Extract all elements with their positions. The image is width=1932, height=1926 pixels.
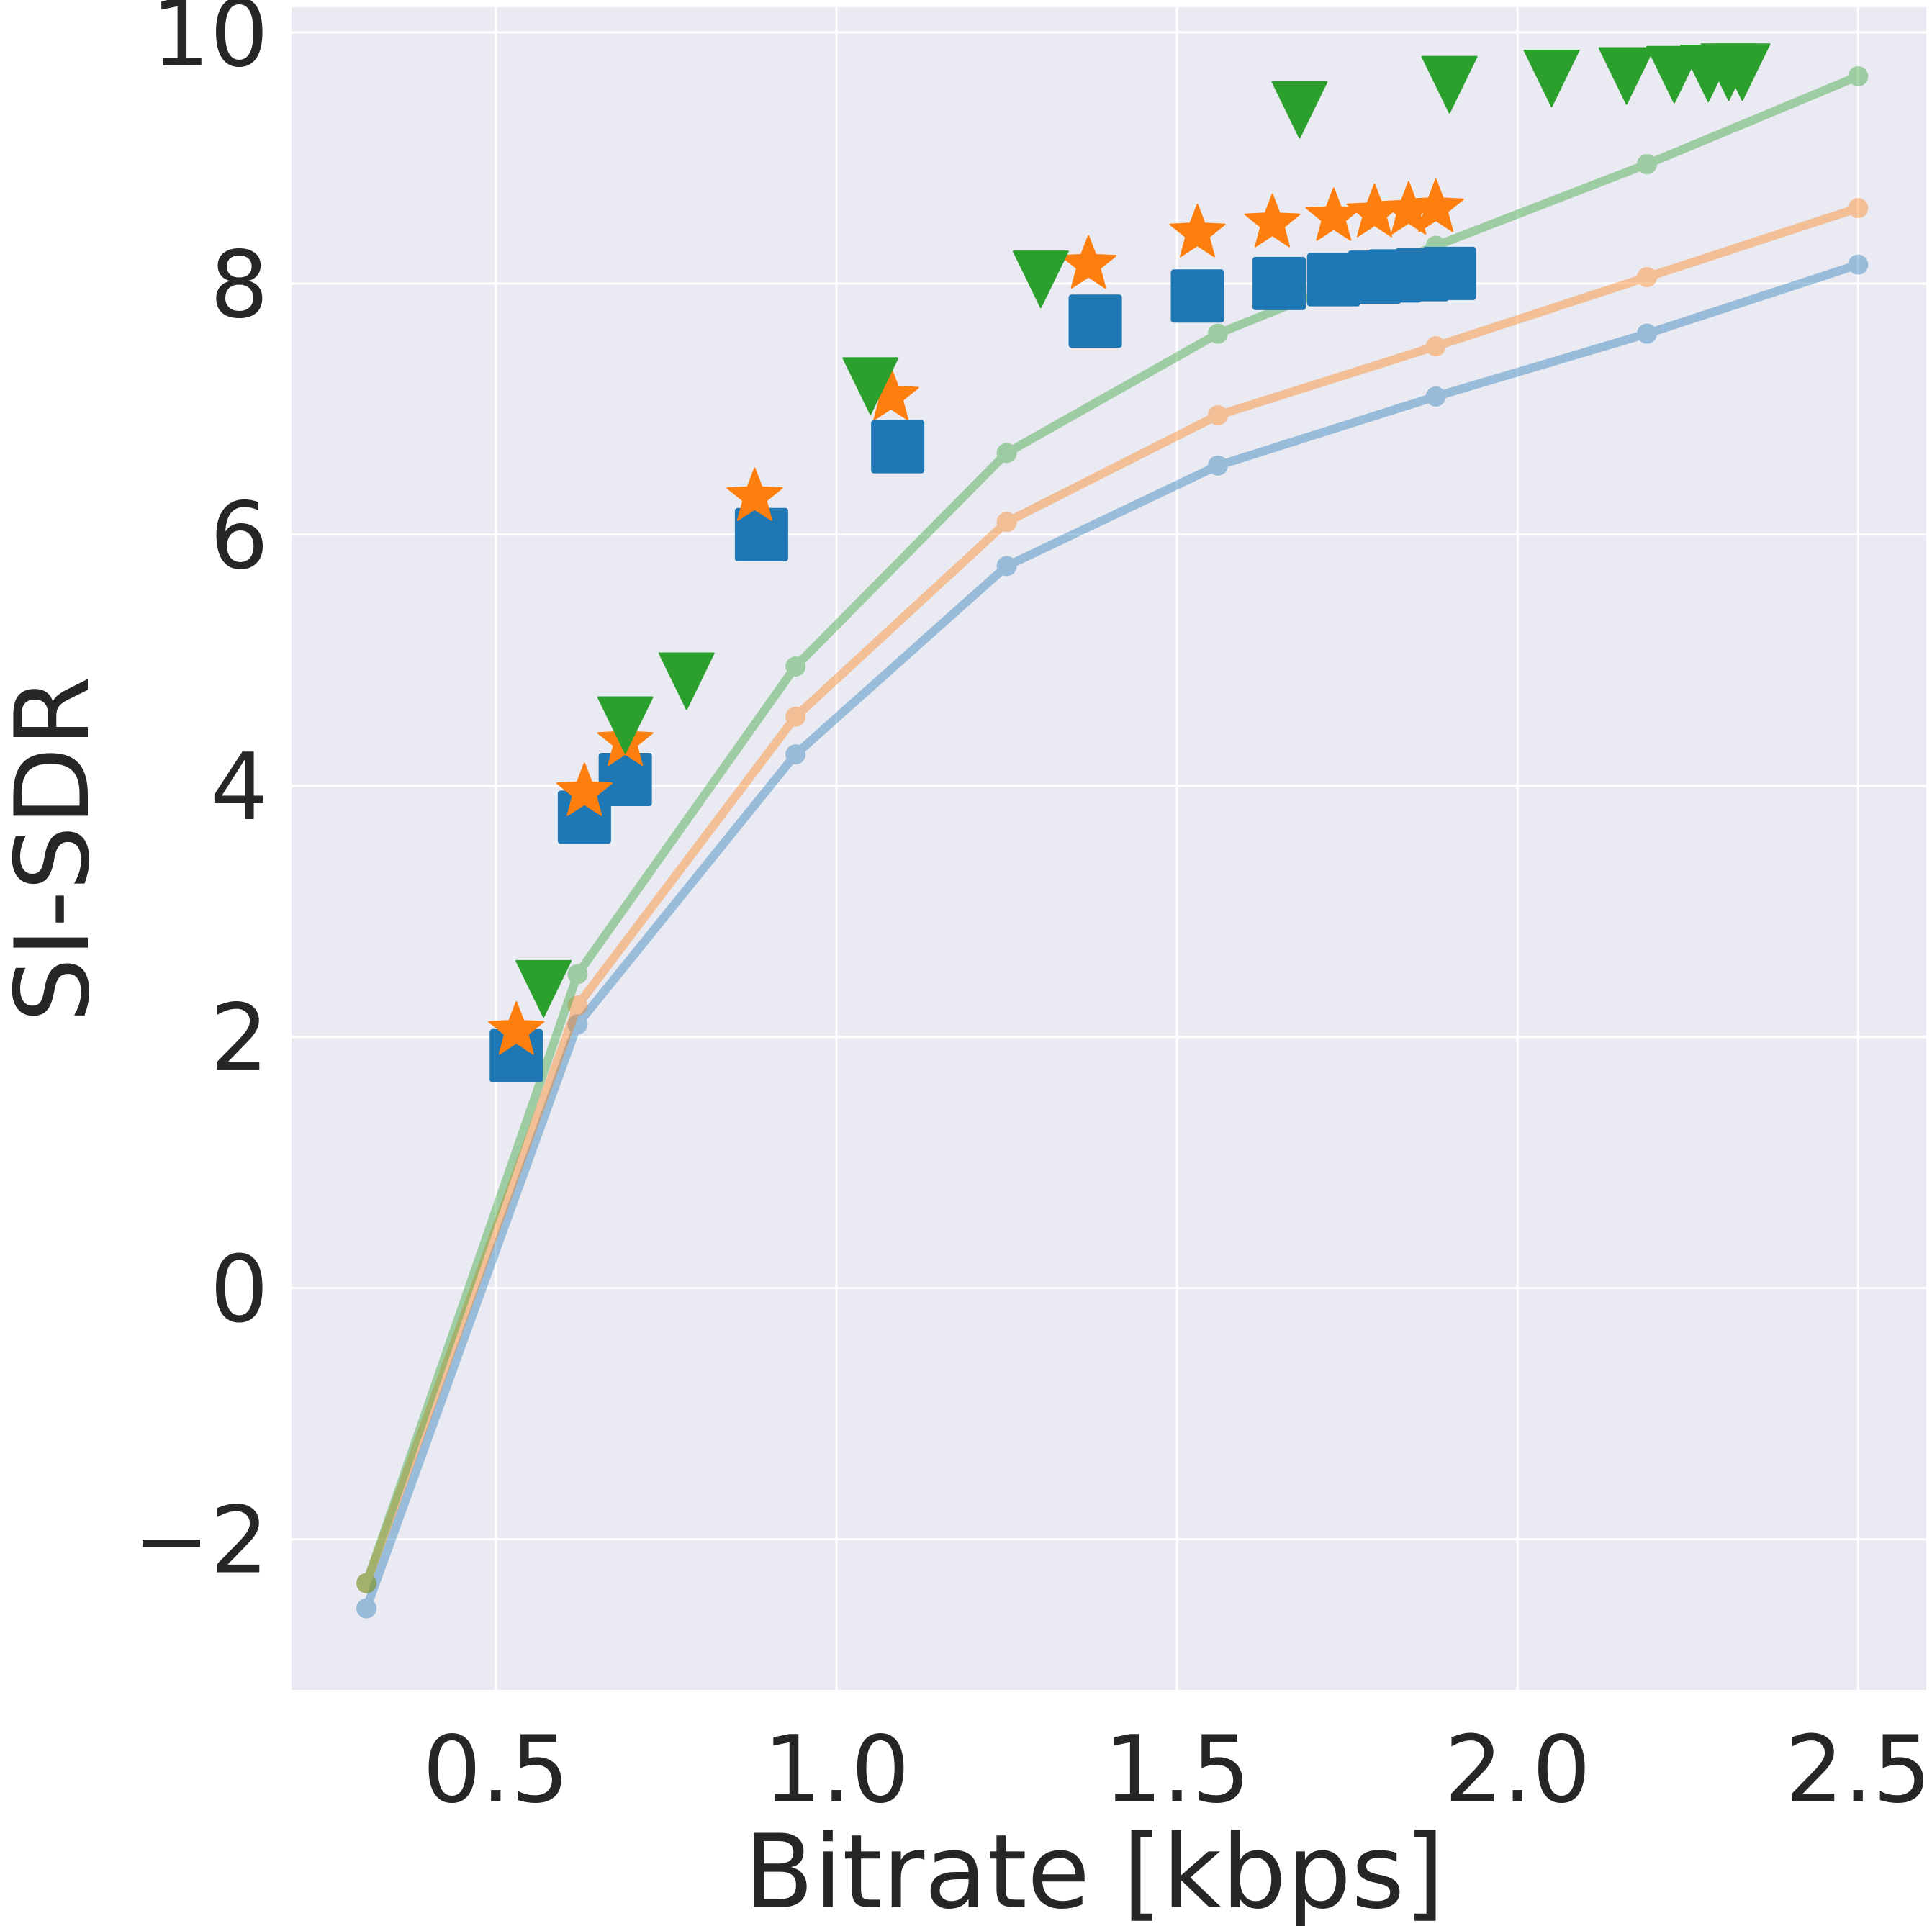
line-point xyxy=(356,1573,377,1593)
x-tick-label: 2.0 xyxy=(1444,1717,1591,1824)
line-point xyxy=(567,995,588,1016)
line-point xyxy=(785,656,806,677)
square-marker xyxy=(1422,246,1476,300)
triangle-marker xyxy=(842,357,899,415)
line-point xyxy=(1637,323,1658,344)
x-tick-label: 1.5 xyxy=(1103,1717,1250,1824)
line-series xyxy=(356,254,1869,1619)
triangle-marker xyxy=(1012,250,1069,309)
triangle-marker xyxy=(1271,81,1328,139)
star-marker xyxy=(488,1001,545,1055)
triangle-down-series xyxy=(515,43,1771,1018)
series-line xyxy=(362,71,1863,1588)
line-point xyxy=(567,1014,588,1035)
triangle-marker xyxy=(1598,47,1655,105)
square-marker xyxy=(1170,269,1224,323)
line-point xyxy=(356,1573,377,1593)
star-marker xyxy=(1060,235,1117,289)
y-tick-label: 10 xyxy=(151,0,268,88)
square-marker xyxy=(1306,253,1360,307)
square-marker xyxy=(1068,294,1122,348)
y-tick-label: 8 xyxy=(210,232,268,339)
line-series-group xyxy=(356,65,1869,1619)
y-axis-ticks: −2 0 2 4 6 8 10 xyxy=(132,0,268,1595)
line-point xyxy=(1425,386,1446,407)
triangle-marker xyxy=(515,959,572,1018)
line-series xyxy=(356,65,1869,1593)
y-tick-label: 6 xyxy=(210,483,268,590)
line-point xyxy=(1207,455,1228,476)
y-tick-label: 2 xyxy=(210,985,268,1093)
line-point xyxy=(1637,154,1658,175)
triangle-marker xyxy=(597,696,654,754)
triangle-marker xyxy=(1714,43,1771,101)
line-point xyxy=(1848,198,1869,219)
star-marker xyxy=(1407,178,1464,232)
line-series xyxy=(356,198,1869,1593)
line-point xyxy=(996,512,1017,533)
series-line xyxy=(362,260,1863,1613)
y-tick-label: 0 xyxy=(210,1236,268,1344)
star-marker xyxy=(1169,204,1226,258)
line-point xyxy=(356,1598,377,1619)
line-point xyxy=(1848,65,1869,86)
y-axis-label: SI-SDR xyxy=(0,676,112,1022)
star-marker xyxy=(1244,194,1301,248)
x-axis-ticks: 0.5 1.0 1.5 2.0 2.5 xyxy=(423,1717,1931,1824)
square-marker xyxy=(734,507,788,561)
star-marker xyxy=(726,467,783,521)
line-point xyxy=(1207,405,1228,426)
triangle-marker xyxy=(658,652,715,710)
x-tick-label: 1.0 xyxy=(763,1717,910,1824)
series-line xyxy=(362,204,1863,1588)
line-point xyxy=(1425,336,1446,357)
x-tick-label: 2.5 xyxy=(1785,1717,1932,1824)
square-marker xyxy=(598,753,652,807)
marker-series-group xyxy=(488,43,1771,1082)
star-marker xyxy=(556,762,613,816)
x-axis-label: Bitrate [kbps] xyxy=(744,1813,1444,1926)
plot-area xyxy=(292,7,1926,1690)
triangle-marker xyxy=(1523,49,1580,107)
line-point xyxy=(567,964,588,985)
line-point xyxy=(1637,267,1658,288)
x-tick-label: 0.5 xyxy=(423,1717,569,1824)
triangle-marker xyxy=(1421,55,1478,114)
line-point xyxy=(1207,323,1228,344)
y-tick-label: −2 xyxy=(132,1488,268,1595)
line-point xyxy=(1848,254,1869,275)
line-point xyxy=(996,443,1017,464)
square-marker xyxy=(871,420,925,474)
line-point xyxy=(785,744,806,765)
square-marker xyxy=(1252,256,1306,310)
line-point xyxy=(996,556,1017,577)
y-tick-label: 4 xyxy=(210,734,268,841)
line-point xyxy=(785,706,806,727)
